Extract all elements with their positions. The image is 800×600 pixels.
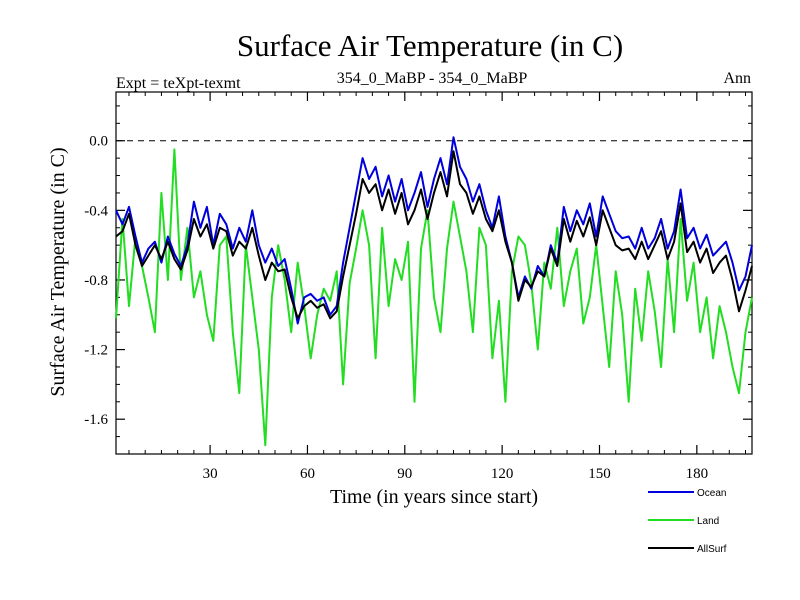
y-tick-label: -1.2: [84, 343, 108, 359]
y-tick-label: -1.6: [84, 412, 108, 428]
series-line-land: [115, 148, 753, 447]
comparison-label: 354_0_MaBP - 354_0_MaBP: [337, 70, 528, 87]
legend-label-allsurf: AllSurf: [697, 544, 727, 555]
experiment-label: Expt = teXpt-texmt: [116, 75, 241, 92]
axis-ticks: [116, 92, 752, 454]
y-tick-labels: 0.0 -0.4 -0.8 -1.2 -1.6: [84, 134, 108, 428]
x-tick-label: 150: [588, 466, 611, 482]
x-tick-label: 120: [491, 466, 514, 482]
y-axis-label: Surface Air Temperature (in C): [47, 147, 69, 396]
x-tick-label: 180: [686, 466, 709, 482]
y-tick-label: -0.4: [84, 203, 108, 219]
chart-title: Surface Air Temperature (in C): [237, 28, 623, 63]
x-tick-label: 30: [203, 466, 218, 482]
legend-label-land: Land: [697, 516, 719, 527]
x-tick-labels: 30 60 90 120 150 180: [203, 466, 708, 482]
plot-frame: [115, 91, 753, 455]
y-tick-label: -0.8: [84, 273, 108, 289]
x-axis-label: Time (in years since start): [330, 486, 538, 508]
legend-label-ocean: Ocean: [697, 488, 726, 499]
season-label: Ann: [723, 70, 751, 87]
y-tick-label: 0.0: [89, 134, 108, 150]
x-tick-label: 90: [397, 466, 412, 482]
series-line-ocean: [115, 136, 753, 325]
x-tick-label: 60: [300, 466, 315, 482]
series-line-allsurf: [115, 150, 753, 320]
legend: Ocean Land AllSurf: [648, 488, 727, 555]
series-lines: [115, 136, 753, 447]
